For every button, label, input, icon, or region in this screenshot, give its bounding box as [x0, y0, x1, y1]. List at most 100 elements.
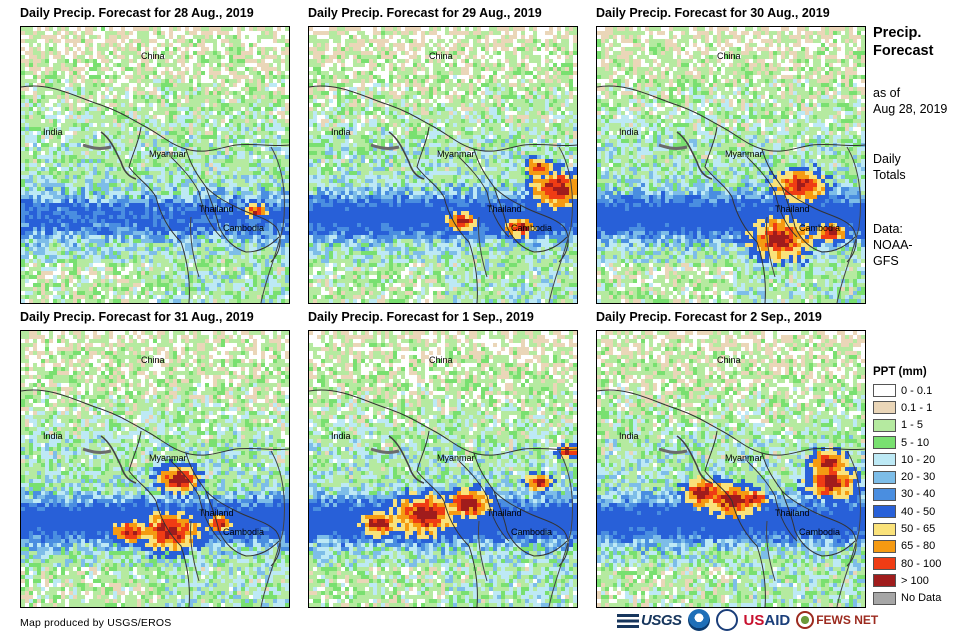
label-myanmar: Myanmar: [725, 453, 763, 463]
label-india: India: [43, 127, 63, 137]
label-china: China: [429, 51, 453, 61]
legend-label: 80 - 100: [901, 558, 941, 570]
legend-label: 50 - 65: [901, 523, 935, 535]
legend-label: No Data: [901, 592, 941, 604]
precip-grid: [597, 27, 865, 303]
country-boundary: [21, 85, 289, 152]
label-india: India: [619, 431, 639, 441]
label-india: India: [43, 431, 63, 441]
legend-label: > 100: [901, 575, 929, 587]
legend-swatch: [873, 487, 896, 501]
precip-map: China India Myanmar Thailand Cambodia: [596, 26, 866, 304]
country-boundary: [309, 85, 577, 152]
delta-feature: [658, 143, 688, 150]
fews-net-logo: FEWS NET: [796, 611, 878, 629]
country-boundary: [128, 430, 190, 607]
panel-title: Daily Precip. Forecast for 30 Aug., 2019: [596, 6, 830, 20]
data-source: Data: NOAA- GFS: [873, 221, 965, 269]
legend-item: 0 - 0.1: [873, 382, 965, 399]
delta-feature: [658, 447, 688, 454]
noaa-logo-icon: [687, 609, 710, 631]
country-boundary: [704, 126, 766, 303]
panel-title: Daily Precip. Forecast for 2 Sep., 2019: [596, 310, 822, 324]
precip-map-svg: China India Myanmar Thailand Cambodia: [597, 331, 865, 607]
country-boundary: [704, 430, 766, 607]
panel-title: Daily Precip. Forecast for 1 Sep., 2019: [308, 310, 534, 324]
country-boundary: [746, 156, 798, 238]
coastline: [260, 146, 285, 303]
label-myanmar: Myanmar: [437, 453, 475, 463]
legend-swatch: [873, 436, 896, 450]
precip-grid: [309, 27, 577, 303]
coastline: [190, 216, 200, 278]
precip-grid: [21, 27, 289, 303]
sidebar-info: Precip. Forecast as of Aug 28, 2019 Dail…: [873, 24, 965, 269]
legend-rows: 0 - 0.1 0.1 - 1 1 - 5 5 - 10 10 - 20 20 - 30 3…: [873, 382, 965, 607]
coastline: [100, 131, 137, 180]
legend-item: No Data: [873, 590, 965, 607]
coastline: [100, 435, 137, 484]
country-boundary: [205, 490, 280, 557]
legend-item: 80 - 100: [873, 555, 965, 572]
legend-swatch: [873, 418, 896, 432]
legend-label: 0.1 - 1: [901, 402, 932, 414]
logo-strip: USGS USAID FEWS NET: [617, 606, 878, 634]
legend-swatch: [873, 522, 896, 536]
legend-swatch: [873, 539, 896, 553]
country-boundary: [761, 452, 857, 567]
precip-grid: [309, 331, 577, 607]
country-boundary: [781, 186, 856, 253]
precip-map: China India Myanmar Thailand Cambodia: [20, 26, 290, 304]
usaid-logo: USAID: [744, 612, 791, 629]
country-boundary: [128, 126, 190, 303]
legend-label: 10 - 20: [901, 454, 935, 466]
coastline: [190, 520, 200, 582]
delta-feature: [370, 447, 400, 454]
label-cambodia: Cambodia: [223, 527, 264, 537]
country-boundary: [473, 452, 569, 567]
label-cambodia: Cambodia: [223, 223, 264, 233]
country-boundary: [458, 156, 510, 238]
label-thailand: Thailand: [199, 204, 234, 214]
label-cambodia: Cambodia: [799, 223, 840, 233]
legend-label: 65 - 80: [901, 540, 935, 552]
legend-label: 5 - 10: [901, 437, 929, 449]
legend-item: 30 - 40: [873, 486, 965, 503]
legend-item: 20 - 30: [873, 468, 965, 485]
precip-map: China India Myanmar Thailand Cambodia: [596, 330, 866, 608]
delta-feature: [82, 143, 112, 150]
legend-swatch: [873, 384, 896, 398]
label-thailand: Thailand: [487, 204, 522, 214]
legend-label: 1 - 5: [901, 419, 923, 431]
legend-item: 65 - 80: [873, 538, 965, 555]
country-boundary: [493, 490, 568, 557]
legend-item: 10 - 20: [873, 451, 965, 468]
legend-swatch: [873, 505, 896, 519]
delta-feature: [82, 447, 112, 454]
label-china: China: [141, 355, 165, 365]
panel-title: Daily Precip. Forecast for 28 Aug., 2019: [20, 6, 254, 20]
coastline: [548, 146, 573, 303]
coastline: [548, 450, 573, 607]
precip-map-svg: China India Myanmar Thailand Cambodia: [21, 331, 289, 607]
country-boundary: [185, 452, 281, 567]
map-credit: Map produced by USGS/EROS: [20, 617, 171, 629]
country-boundary: [597, 389, 865, 456]
country-boundary: [597, 85, 865, 152]
coastline: [836, 450, 861, 607]
legend-item: 1 - 5: [873, 417, 965, 434]
label-myanmar: Myanmar: [725, 149, 763, 159]
usaid-seal-icon: [715, 609, 738, 631]
usgs-logo: USGS: [617, 612, 682, 629]
label-india: India: [619, 127, 639, 137]
legend-item: 50 - 65: [873, 520, 965, 537]
coastline: [260, 450, 285, 607]
label-thailand: Thailand: [199, 508, 234, 518]
legend-swatch: [873, 591, 896, 605]
legend-label: 20 - 30: [901, 471, 935, 483]
coastline: [676, 131, 713, 180]
coastline: [478, 216, 488, 278]
panel-title: Daily Precip. Forecast for 31 Aug., 2019: [20, 310, 254, 324]
legend-label: 30 - 40: [901, 488, 935, 500]
country-boundary: [458, 460, 510, 542]
